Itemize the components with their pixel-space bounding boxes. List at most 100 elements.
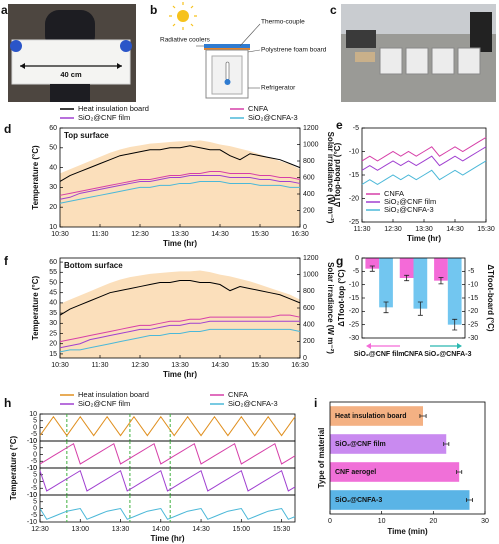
bar bbox=[330, 462, 460, 482]
y-tick-label: -5 bbox=[31, 512, 37, 519]
error-bar bbox=[404, 274, 410, 282]
diagram-label: Radiative coolers bbox=[160, 37, 211, 44]
y-tick-label: 60 bbox=[49, 259, 57, 266]
x-tick-label: 13:30 bbox=[112, 526, 130, 533]
y-tick-label: 40 bbox=[49, 164, 57, 171]
y-tick-label: -10 bbox=[27, 465, 37, 472]
x-tick-label: 11:30 bbox=[354, 226, 371, 233]
x-tick-label: 15:30 bbox=[477, 226, 495, 233]
bar-label: SiO₂@CNFA-3 bbox=[335, 497, 382, 504]
y-tick-label: 10 bbox=[49, 224, 57, 231]
error-bar bbox=[443, 442, 450, 446]
annotation: Bottom surface bbox=[64, 261, 123, 270]
x-tick-label: 12:30 bbox=[131, 362, 149, 369]
legend-label: SiO₂@CNF film bbox=[78, 399, 130, 408]
error-bar bbox=[383, 301, 389, 314]
y-tick-label: 60 bbox=[49, 125, 57, 132]
series-line bbox=[59, 145, 301, 182]
x-tick-label: SiO₂@CNF film bbox=[354, 351, 405, 358]
diagram-label: Refrigerator bbox=[261, 85, 296, 92]
y-tick-label: -5 bbox=[31, 431, 37, 438]
y2-tick-label: -5 bbox=[468, 268, 474, 275]
x-tick-label: 13:30 bbox=[415, 226, 433, 233]
y2-tick-label: 1200 bbox=[303, 255, 319, 262]
series-line bbox=[59, 320, 300, 349]
y2-tick-label: 200 bbox=[303, 207, 315, 214]
x-tick-label: 13:30 bbox=[171, 231, 189, 238]
y-tick-label: 50 bbox=[49, 145, 57, 152]
y2-tick-label: -25 bbox=[468, 322, 478, 329]
x-tick-label: 14:00 bbox=[152, 526, 170, 533]
y-tick-label: 0 bbox=[33, 478, 37, 485]
legend-label: SiO₂@CNFA-3 bbox=[228, 399, 278, 408]
error-bar bbox=[466, 498, 473, 502]
y2-axis-label: Solar irradiance (W m⁻²) bbox=[326, 132, 335, 224]
legend-label: SiO₂@CNFA-3 bbox=[384, 205, 434, 214]
panel-labels: a b c d e f g h i bbox=[1, 3, 343, 410]
y-axis-label: Temperature (°C) bbox=[9, 435, 18, 500]
x-tick-label: 14:30 bbox=[211, 362, 229, 369]
x-tick-label: 11:30 bbox=[92, 362, 109, 369]
x-tick-label: 15:30 bbox=[251, 362, 269, 369]
y-axis-label: Temperature (°C) bbox=[31, 145, 40, 210]
y2-tick-label: -10 bbox=[468, 282, 478, 289]
x-tick-label: 10:30 bbox=[51, 362, 69, 369]
y-tick-label: -5 bbox=[31, 485, 37, 492]
y2-tick-label: 400 bbox=[303, 322, 315, 329]
panel-label: f bbox=[4, 254, 9, 268]
y-tick-label: 20 bbox=[49, 204, 57, 211]
y2-tick-label: 600 bbox=[303, 305, 315, 312]
series-line bbox=[39, 507, 296, 520]
y-tick-label: -15 bbox=[349, 172, 359, 179]
y-axis-label: ΔTfoot-top (°C) bbox=[337, 269, 346, 327]
panel-label: a bbox=[1, 3, 8, 17]
panel-label: c bbox=[330, 3, 337, 17]
y-tick-label: -5 bbox=[353, 125, 359, 132]
series-line bbox=[361, 146, 487, 171]
y-tick-label: 0 bbox=[33, 424, 37, 431]
error-bar bbox=[452, 318, 458, 331]
x-tick-label: 30 bbox=[481, 518, 489, 525]
error-bar bbox=[456, 470, 463, 474]
bar-label: CNF aerogel bbox=[335, 469, 376, 476]
error-bar bbox=[438, 277, 444, 285]
y-tick-label: -25 bbox=[349, 219, 359, 226]
bar bbox=[365, 258, 380, 269]
dimension-label: 40 cm bbox=[60, 70, 82, 79]
x-tick-label: 16:30 bbox=[291, 231, 309, 238]
y-axis-label: ΔTtop-board (°C) bbox=[333, 142, 342, 207]
bar bbox=[330, 434, 447, 454]
x-tick-label: 15:00 bbox=[233, 526, 251, 533]
x-tick-label: 12:30 bbox=[384, 226, 402, 233]
x-tick-label: 16:30 bbox=[291, 362, 309, 369]
y-tick-label: -20 bbox=[349, 308, 359, 315]
bar-label: Heat insulation board bbox=[335, 413, 407, 420]
x-tick-label: 15:30 bbox=[273, 526, 291, 533]
x-tick-label: 12:30 bbox=[131, 231, 149, 238]
y-tick-label: -10 bbox=[349, 282, 359, 289]
x-tick-label: 14:30 bbox=[446, 226, 464, 233]
series-line bbox=[59, 180, 300, 204]
bar bbox=[413, 258, 428, 309]
y-tick-label: -25 bbox=[349, 322, 359, 329]
y2-tick-label: -30 bbox=[468, 335, 478, 342]
series-line bbox=[361, 160, 487, 185]
x-tick-label: CNFA bbox=[404, 351, 423, 358]
bar bbox=[399, 258, 414, 278]
y-tick-label: 50 bbox=[49, 279, 57, 286]
x-tick-label: 13:30 bbox=[171, 362, 189, 369]
y-tick-label: 5 bbox=[33, 418, 37, 425]
x-axis-label: Time (hr) bbox=[163, 370, 197, 379]
bar bbox=[434, 258, 448, 281]
y-tick-label: 25 bbox=[49, 330, 57, 337]
series-line bbox=[39, 469, 296, 492]
series-line bbox=[59, 328, 301, 353]
y-tick-label: 10 bbox=[29, 492, 37, 499]
y-tick-label: 10 bbox=[29, 411, 37, 418]
y-tick-label: -20 bbox=[349, 195, 359, 202]
annotation: Top surface bbox=[64, 131, 109, 140]
bar bbox=[330, 490, 470, 510]
bar-label: SiO₂@CNF film bbox=[335, 441, 386, 448]
y-tick-label: 10 bbox=[29, 438, 37, 445]
